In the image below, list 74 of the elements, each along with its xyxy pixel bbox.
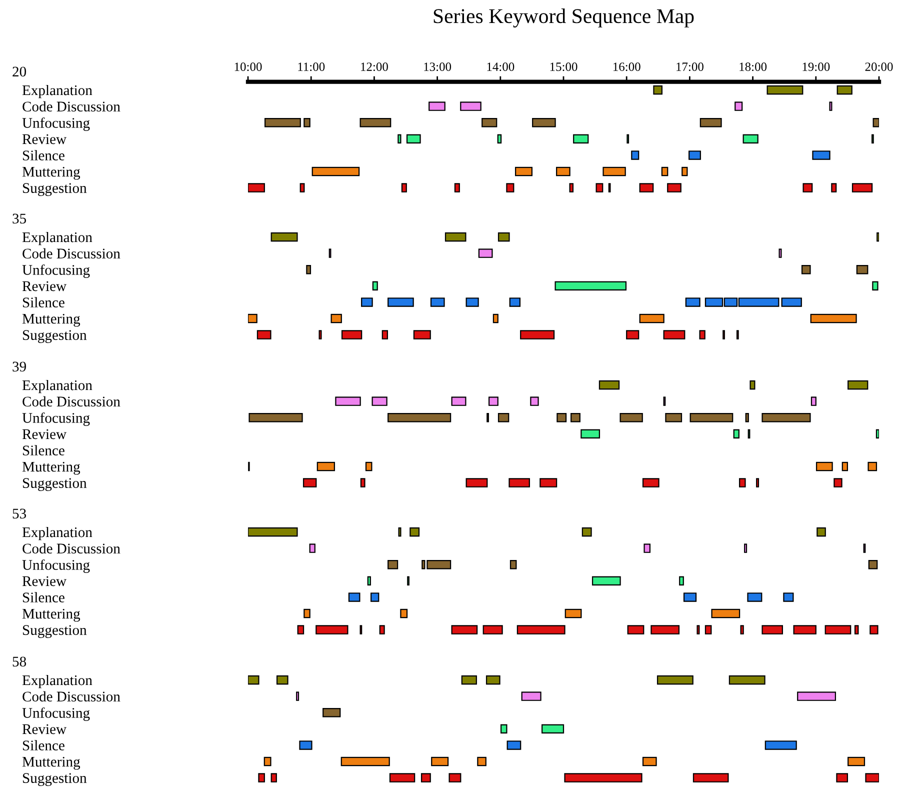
text: 20 (12, 66, 26, 77)
x-tick-label: 15:00 (550, 62, 578, 72)
text: 53 (12, 508, 26, 519)
bar (322, 708, 341, 718)
y-tick-label: Muttering (22, 166, 80, 180)
y-tick-label: Suggestion (22, 478, 87, 491)
bar (854, 625, 859, 634)
bar (836, 773, 848, 782)
x-tick-label: 13:00 (424, 62, 452, 72)
y-tick-label: Review (22, 576, 66, 586)
bar (482, 625, 503, 634)
y-tick-label: Muttering (22, 756, 80, 770)
bar (852, 183, 873, 192)
x-tick-label: 14:00 (487, 62, 514, 72)
text: 35 (12, 214, 26, 224)
y-tick-label: Suggestion (22, 625, 87, 638)
y-tick-label: Silence (22, 740, 64, 750)
y-tick-label: Code Discussion (22, 543, 120, 554)
y-tick-label: Review (22, 429, 66, 440)
y-tick-label: Review (22, 281, 66, 292)
y-tick-label: Silence (22, 150, 64, 160)
y-tick-label: Explanation (22, 84, 92, 98)
x-tick-label: 12:00 (361, 62, 388, 72)
x-tick-label: 19:00 (802, 62, 830, 72)
y-tick-label: Silence (22, 297, 64, 308)
bar (704, 625, 712, 634)
bar (740, 625, 744, 634)
bar (762, 625, 784, 634)
y-tick-label: Suggestion (22, 183, 87, 196)
y-tick-label: Silence (22, 592, 64, 602)
x-tick-label: 18:00 (740, 62, 767, 72)
bar (692, 773, 729, 782)
y-tick-label: Silence (22, 445, 64, 456)
bar (667, 183, 682, 192)
y-tick-label: Unfocusing (22, 264, 90, 278)
bar (516, 625, 566, 634)
y-tick-label: Code Discussion (22, 396, 120, 407)
x-tick-label: 11:00 (298, 62, 325, 72)
y-tick-label: Unfocusing (22, 559, 90, 573)
bar (745, 412, 749, 422)
y-tick-label: Review (22, 724, 66, 734)
text: 39 (12, 362, 26, 372)
y-tick-label: Unfocusing (22, 707, 90, 721)
y-tick-label: Suggestion (22, 773, 87, 786)
y-tick-label: Suggestion (22, 330, 87, 343)
bar (639, 183, 654, 192)
y-tick-label: Unfocusing (22, 412, 90, 426)
y-tick-label: Code Discussion (22, 101, 120, 112)
bar (793, 625, 816, 634)
x-tick-label: 20:00 (865, 62, 893, 72)
y-tick-label: Review (22, 134, 66, 144)
y-tick-label: Explanation (22, 380, 92, 394)
y-tick-label: Muttering (22, 314, 80, 327)
y-tick-label: Code Discussion (22, 691, 120, 702)
x-tick-label: 17:00 (676, 62, 704, 72)
y-tick-label: Explanation (22, 674, 92, 688)
bar (831, 183, 837, 192)
y-tick-label: Muttering (22, 462, 80, 475)
bar (627, 625, 644, 634)
bar (865, 773, 879, 782)
bar (762, 412, 811, 422)
y-tick-label: Unfocusing (22, 117, 90, 131)
y-tick-label: Explanation (22, 232, 92, 246)
text: 58 (12, 656, 26, 667)
y-tick-label: Explanation (22, 526, 92, 540)
bar (870, 625, 878, 634)
y-tick-label: Muttering (22, 608, 80, 622)
bar (802, 183, 813, 192)
bar (650, 625, 680, 634)
bar (824, 625, 852, 634)
x-tick-label: 10:00 (234, 62, 262, 72)
y-tick-label: Code Discussion (22, 248, 120, 259)
chart-title: Series Keyword Sequence Map (434, 8, 694, 28)
x-tick-label: 16:00 (613, 62, 640, 72)
